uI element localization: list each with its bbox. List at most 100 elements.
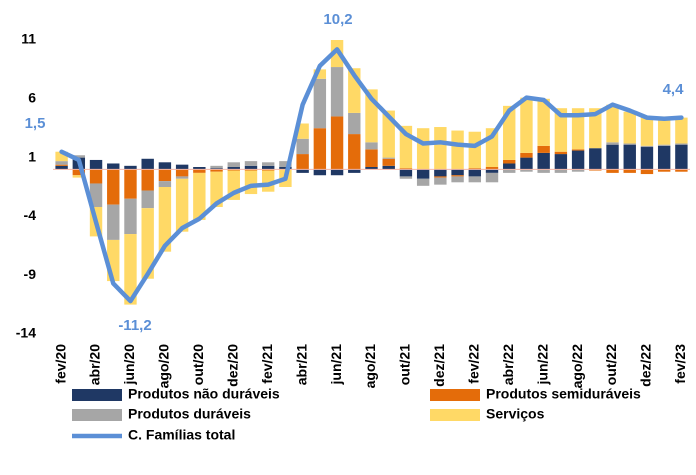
bar-segment	[554, 151, 568, 155]
bar-segment	[365, 142, 378, 150]
bar-segment	[313, 78, 327, 129]
y-tick-label: -4	[24, 207, 37, 223]
bar-segment	[175, 176, 189, 179]
bar-segment	[72, 155, 86, 158]
bar-segment	[175, 169, 189, 177]
x-tick-label: out/20	[190, 344, 206, 385]
bar-segment	[657, 116, 671, 145]
bar-segment	[262, 162, 275, 166]
bar-segment	[399, 169, 413, 177]
bar-segment	[399, 168, 413, 170]
bar-segment	[330, 116, 344, 170]
bar-segment	[244, 170, 258, 195]
bar-segment	[382, 165, 395, 170]
bar-segment	[227, 167, 240, 170]
bar-segment	[141, 208, 154, 279]
bar-segment	[262, 169, 275, 171]
bar-segment	[244, 161, 258, 166]
bar-segment	[416, 169, 430, 179]
x-tick-label: abr/20	[87, 344, 103, 385]
plot: 11 6 1 -4 -9 -14 fev/20 abr/20 jun/20 ago/20 out/2…	[16, 31, 690, 443]
bar-segment	[554, 108, 568, 152]
legend-label: Produtos não duráveis	[128, 386, 280, 402]
bar-segment	[657, 169, 671, 172]
bar-segment	[451, 176, 464, 183]
bar-segment	[537, 98, 550, 146]
bar-segment	[399, 176, 413, 179]
bar-segment	[279, 161, 292, 168]
annotation: -11,2	[118, 317, 151, 334]
bar-segment	[55, 164, 68, 166]
bar-segment	[675, 143, 688, 145]
bar-segment	[313, 69, 327, 79]
bar-segment	[141, 169, 154, 191]
bars	[55, 40, 688, 305]
bar-segment	[55, 151, 68, 162]
bar-segment	[72, 169, 86, 176]
bar-segment	[382, 157, 395, 159]
bar-segment	[675, 117, 688, 144]
x-tick-label: jun/21	[328, 344, 344, 386]
bar-segment	[434, 127, 447, 170]
bar-segment	[210, 168, 223, 170]
bar-segment	[554, 169, 568, 173]
bar-segment	[503, 159, 516, 164]
bar-segment	[589, 108, 602, 149]
bar-segment	[296, 169, 309, 173]
bar-segment	[313, 169, 327, 176]
legend-swatch	[72, 409, 122, 421]
bar-segment	[485, 172, 499, 183]
bar-segment	[193, 167, 206, 170]
bar-segment	[262, 165, 275, 170]
bar-segment	[193, 172, 206, 220]
bar-segment	[55, 161, 68, 165]
bar-segment	[485, 169, 499, 173]
bar-segment	[124, 165, 137, 170]
bar-segment	[107, 169, 120, 205]
bar-segment	[589, 169, 602, 171]
bar-segment	[451, 169, 464, 176]
bar-segment	[124, 234, 137, 305]
x-tick-label: jun/22	[534, 344, 550, 386]
bar-segment	[416, 128, 430, 170]
bar-segment	[416, 178, 430, 186]
bar-segment	[623, 169, 636, 173]
x-tick-label: dez/21	[431, 344, 447, 387]
x-tick-label: abr/21	[293, 344, 309, 385]
bar-segment	[279, 167, 292, 170]
bar-segment	[193, 169, 206, 173]
x-tick-label: out/21	[397, 344, 413, 385]
x-tick-label: ago/21	[362, 344, 378, 389]
y-tick-label: -9	[24, 266, 37, 282]
legend: Produtos não duráveis Produtos semiduráve…	[72, 386, 641, 443]
bar-segment	[657, 144, 671, 146]
x-tick-label: fev/21	[259, 344, 275, 384]
bar-segment	[330, 67, 344, 117]
bar-segment	[296, 154, 309, 170]
legend-label: C. Famílias total	[128, 427, 235, 443]
bar-segment	[348, 169, 361, 173]
bar-segment	[640, 147, 654, 170]
bar-segment	[623, 144, 636, 170]
bar-segment	[313, 128, 327, 170]
bar-segment	[89, 159, 103, 170]
bar-segment	[175, 164, 189, 170]
bar-segment	[244, 165, 258, 170]
bar-segment	[434, 177, 447, 185]
legend-label: Produtos semiduráveis	[486, 386, 641, 402]
legend-label: Serviços	[486, 406, 545, 422]
bar-segment	[348, 112, 361, 135]
bar-segment	[485, 167, 499, 170]
x-tick-label: fev/20	[52, 344, 68, 384]
bar-segment	[571, 108, 585, 150]
bar-segment	[571, 149, 585, 151]
bar-segment	[606, 169, 619, 173]
bar-segment	[468, 169, 481, 177]
x-tick-label: ago/20	[156, 344, 172, 389]
y-tick-label: 6	[28, 90, 36, 106]
bar-segment	[571, 150, 585, 170]
bar-segment	[175, 178, 189, 232]
bar-segment	[141, 158, 154, 170]
x-tick-label: jun/20	[121, 344, 137, 386]
y-tick-label: 1	[28, 148, 36, 164]
